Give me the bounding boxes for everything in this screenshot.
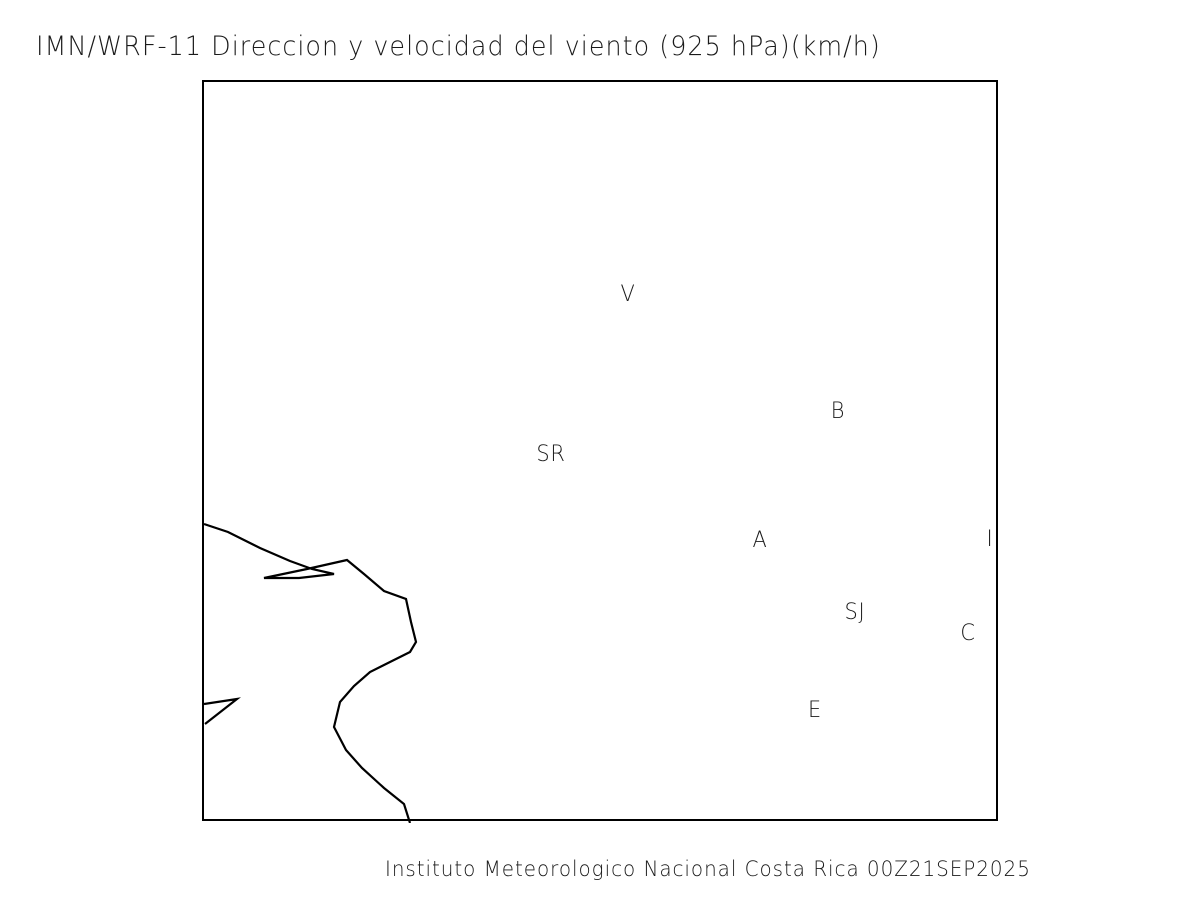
station-label-v: V	[620, 282, 636, 307]
station-label-c: C	[960, 621, 976, 646]
station-label-e: E	[808, 698, 822, 723]
station-label-i: I	[986, 527, 994, 552]
station-label-a: A	[752, 528, 768, 553]
station-label-sr: SR	[536, 442, 566, 467]
coastline-nicoya-wedge	[204, 697, 241, 725]
station-label-b: B	[830, 399, 846, 424]
footer-caption: Instituto Meteorologico Nacional Costa R…	[385, 857, 1031, 881]
map-frame	[202, 80, 998, 823]
station-label-sj: SJ	[844, 600, 866, 625]
page-title: IMN/WRF-11 Direccion y velocidad del vie…	[36, 31, 881, 62]
map-canvas	[204, 522, 418, 823]
coastline-pacific-coast	[204, 522, 418, 823]
